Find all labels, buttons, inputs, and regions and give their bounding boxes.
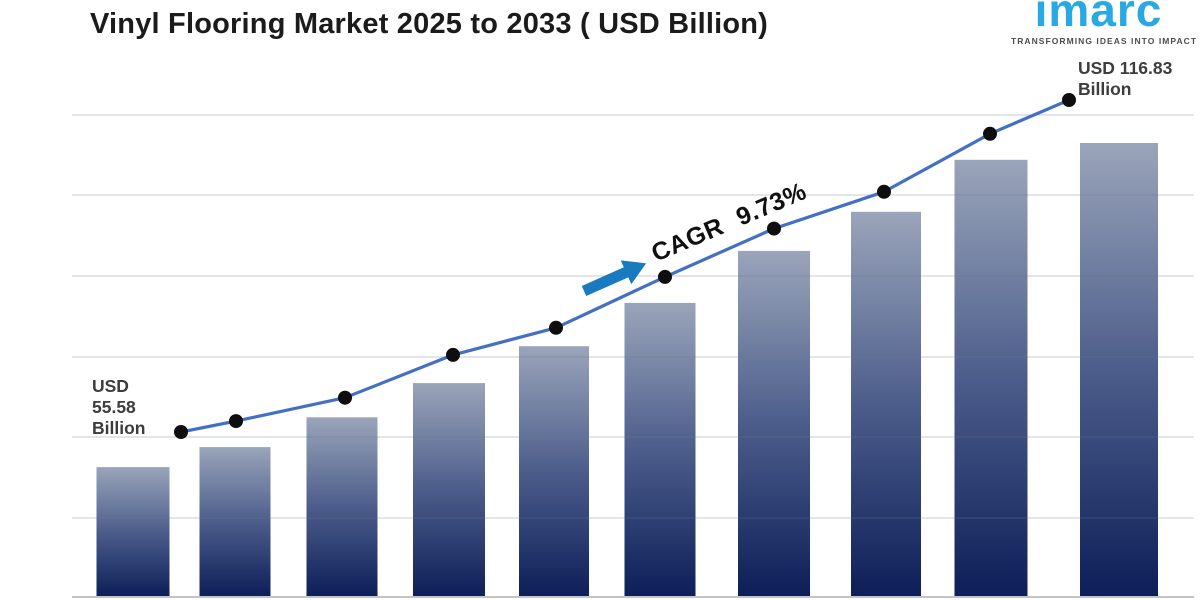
end-value-line2: Billion (1078, 79, 1132, 99)
bar (519, 346, 589, 597)
data-point-marker (229, 414, 243, 429)
start-value-label: USD 55.58 Billion (92, 376, 145, 439)
end-value-label: USD 116.83 Billion (1078, 58, 1172, 100)
data-point-marker (446, 347, 460, 362)
chart-title: Vinyl Flooring Market 2025 to 2033 ( USD… (90, 8, 769, 40)
bar (413, 383, 485, 597)
bar (1080, 143, 1158, 597)
bar (199, 447, 271, 597)
start-value-line3: Billion (92, 418, 146, 438)
data-point-marker (983, 126, 997, 141)
imarc-logo: imarc TRANSFORMING IDEAS INTO IMPACT (1011, 0, 1198, 46)
data-point-marker (338, 390, 352, 405)
data-point-marker (767, 221, 781, 236)
end-value-line1: USD 116.83 (1078, 58, 1173, 78)
bar (954, 159, 1028, 598)
imarc-logo-tagline: TRANSFORMING IDEAS INTO IMPACT (1011, 36, 1198, 46)
bar (96, 467, 170, 597)
bar (306, 417, 378, 597)
cagr-arrow-icon (581, 260, 647, 297)
bar (851, 211, 921, 598)
data-point-marker (549, 320, 563, 335)
bar (624, 302, 696, 597)
start-value-line2: 55.58 (92, 397, 136, 417)
data-point-marker (1062, 93, 1076, 107)
data-point-marker (877, 184, 891, 199)
trend-line (180, 98, 1070, 434)
bar (738, 250, 810, 597)
data-point-marker (658, 269, 672, 284)
data-point-marker (174, 425, 188, 439)
imarc-logo-wordmark: imarc (1034, 0, 1163, 36)
start-value-line1: USD (92, 376, 129, 396)
